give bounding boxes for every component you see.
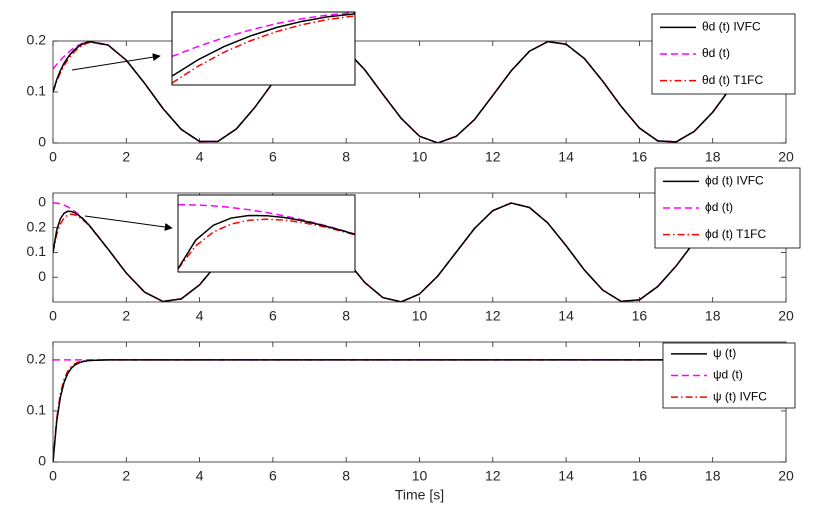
y-tick-label: 0.2 bbox=[27, 351, 47, 367]
x-tick-label: 2 bbox=[122, 149, 130, 165]
x-tick-label: 4 bbox=[196, 149, 204, 165]
x-tick-label: 18 bbox=[705, 468, 721, 484]
x-tick-label: 18 bbox=[705, 149, 721, 165]
x-tick-label: 4 bbox=[196, 468, 204, 484]
y-tick-label: 0.1 bbox=[27, 83, 47, 99]
x-tick-label: 20 bbox=[778, 308, 794, 324]
x-tick-label: 0 bbox=[49, 149, 57, 165]
series-line bbox=[178, 214, 355, 270]
legend: θd (t) IVFC θd (t) θd (t) T1FC bbox=[651, 13, 796, 95]
y-tick-label: 0 bbox=[38, 453, 46, 469]
x-tick-label: 18 bbox=[705, 308, 721, 324]
x-tick-label: 20 bbox=[778, 468, 794, 484]
legend-label: θd (t) bbox=[702, 46, 730, 60]
x-tick-label: 12 bbox=[485, 149, 501, 165]
x-tick-label: 4 bbox=[196, 308, 204, 324]
x-tick-label: 14 bbox=[558, 308, 574, 324]
series-line bbox=[53, 359, 786, 462]
x-axis-label: Time [s] bbox=[395, 487, 444, 503]
x-tick-label: 10 bbox=[412, 308, 428, 324]
legend-label: ϕd (t) T1FC bbox=[705, 227, 767, 241]
x-tick-label: 8 bbox=[342, 308, 350, 324]
x-tick-label: 10 bbox=[412, 149, 428, 165]
y-tick-label: 0.2 bbox=[27, 32, 47, 48]
x-tick-label: 14 bbox=[558, 468, 574, 484]
x-tick-label: 2 bbox=[122, 468, 130, 484]
x-tick-label: 0 bbox=[49, 308, 57, 324]
legend-label: θd (t) T1FC bbox=[702, 73, 763, 87]
zoom-arrow bbox=[84, 215, 173, 231]
series-line bbox=[172, 15, 355, 84]
x-tick-label: 8 bbox=[342, 149, 350, 165]
zoom-arrow bbox=[71, 53, 161, 71]
x-tick-label: 20 bbox=[778, 149, 794, 165]
legend-label: ψ (t) IVFC bbox=[713, 389, 767, 403]
x-tick-label: 12 bbox=[485, 468, 501, 484]
x-tick-label: 6 bbox=[269, 149, 277, 165]
y-tick-label: 0 bbox=[38, 134, 46, 150]
y-tick-label: 0.2 bbox=[27, 218, 47, 234]
inset-box bbox=[177, 194, 356, 273]
inset-box bbox=[171, 11, 356, 86]
x-tick-label: 16 bbox=[632, 468, 648, 484]
x-tick-label: 8 bbox=[342, 468, 350, 484]
x-tick-label: 16 bbox=[632, 149, 648, 165]
y-tick-label: 0.1 bbox=[27, 402, 47, 418]
y-tick-label: 0 bbox=[38, 194, 46, 210]
legend: ψ (t) ψd (t) ψ (t) IVFC bbox=[662, 342, 796, 409]
legend-label: θd (t) IVFC bbox=[702, 20, 761, 34]
x-tick-label: 10 bbox=[412, 468, 428, 484]
inset-box bbox=[172, 12, 355, 85]
inset-box bbox=[178, 195, 355, 272]
x-tick-label: 12 bbox=[485, 308, 501, 324]
x-tick-label: 6 bbox=[269, 308, 277, 324]
x-tick-label: 14 bbox=[558, 149, 574, 165]
legend-label: ϕd (t) IVFC bbox=[705, 174, 764, 188]
legend-label: ψd (t) bbox=[713, 368, 743, 382]
x-tick-label: 6 bbox=[269, 468, 277, 484]
y-tick-label: 0 bbox=[38, 268, 46, 284]
x-tick-label: 16 bbox=[632, 308, 648, 324]
x-tick-label: 2 bbox=[122, 308, 130, 324]
y-tick-label: 0.1 bbox=[27, 243, 47, 259]
legend: ϕd (t) IVFC ϕd (t) ϕd (t) T1FC bbox=[654, 167, 801, 249]
series-line bbox=[178, 218, 355, 270]
series-line bbox=[172, 13, 355, 77]
x-tick-label: 0 bbox=[49, 468, 57, 484]
legend-label: ϕd (t) bbox=[705, 200, 733, 214]
legend-label: ψ (t) bbox=[713, 346, 736, 360]
series-line bbox=[172, 12, 355, 58]
